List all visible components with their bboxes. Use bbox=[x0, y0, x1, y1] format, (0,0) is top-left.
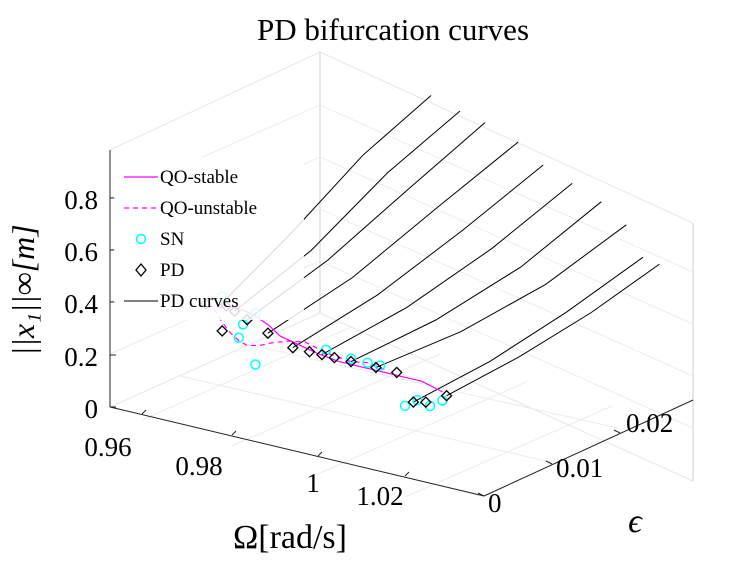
pd-curve-line bbox=[292, 164, 544, 349]
z-tick-label: 0 bbox=[85, 394, 99, 424]
z-tick-label: 0.4 bbox=[64, 289, 98, 319]
x-tick-label: 0.98 bbox=[175, 451, 222, 481]
pd-point bbox=[328, 351, 341, 364]
pd-point bbox=[440, 389, 453, 402]
x-tick-label: 1 bbox=[306, 468, 320, 498]
pd-curve-line bbox=[267, 141, 519, 334]
legend-entry-pd: PD bbox=[135, 260, 184, 281]
legend-label: QO-stable bbox=[160, 167, 238, 188]
legend-swatch-diamond bbox=[135, 262, 147, 278]
x-axis-label: Ω[rad/s] bbox=[233, 519, 347, 556]
legend: QO-stable QO-unstable SN PD PD curves bbox=[114, 157, 304, 320]
eps-axis-label: ϵ bbox=[628, 503, 643, 540]
pd-point bbox=[303, 345, 316, 358]
z-tick-label: 0.6 bbox=[64, 237, 98, 267]
legend-swatch-circle bbox=[135, 233, 147, 245]
z-tick-label: 0.8 bbox=[64, 185, 98, 215]
pd-curve-line bbox=[375, 224, 627, 368]
x-tick-label: 1.02 bbox=[356, 481, 403, 511]
data-layer bbox=[199, 95, 660, 412]
legend-entry-pd-curves: PD curves bbox=[124, 291, 239, 312]
legend-label: QO-unstable bbox=[160, 198, 257, 219]
pd-point bbox=[419, 396, 432, 409]
pd-point bbox=[390, 366, 403, 379]
legend-entry-sn: SN bbox=[135, 229, 185, 250]
pd-curve-line bbox=[446, 263, 660, 397]
legend-entry-qo-stable: QO-stable bbox=[124, 167, 238, 188]
sn-point bbox=[399, 400, 411, 412]
legend-label: SN bbox=[160, 229, 185, 250]
pd-point bbox=[316, 348, 328, 361]
pd-point bbox=[216, 324, 229, 337]
z-axis-label: ||x₁||∞[m] bbox=[5, 224, 41, 355]
eps-tick-label: 0.01 bbox=[556, 453, 603, 483]
pd-curve-line bbox=[413, 256, 644, 403]
axes-box bbox=[109, 51, 694, 498]
sn-point bbox=[374, 360, 386, 371]
eps-tick-label: 0.02 bbox=[626, 408, 673, 438]
pd-point bbox=[261, 327, 274, 340]
eps-tick-label: 0 bbox=[488, 488, 502, 518]
sn-point bbox=[233, 332, 245, 343]
x-tick-label: 0.96 bbox=[84, 432, 131, 462]
qo-unstable-line bbox=[213, 308, 385, 371]
z-tick-label: 0.2 bbox=[64, 342, 98, 372]
legend-label: PD bbox=[160, 260, 184, 281]
sn-point bbox=[250, 359, 261, 370]
legend-label: PD curves bbox=[160, 291, 239, 312]
chart-title: PD bifurcation curves bbox=[257, 12, 529, 47]
pd-point bbox=[370, 361, 382, 374]
pd-point bbox=[286, 341, 299, 354]
sn-point bbox=[345, 353, 357, 364]
legend-entry-qo-unstable: QO-unstable bbox=[124, 198, 257, 219]
pd-point bbox=[407, 396, 420, 409]
pd-curve-line bbox=[350, 201, 602, 363]
pd-curve-line bbox=[321, 183, 573, 356]
sn-point bbox=[362, 357, 373, 368]
pd-point bbox=[345, 355, 357, 368]
